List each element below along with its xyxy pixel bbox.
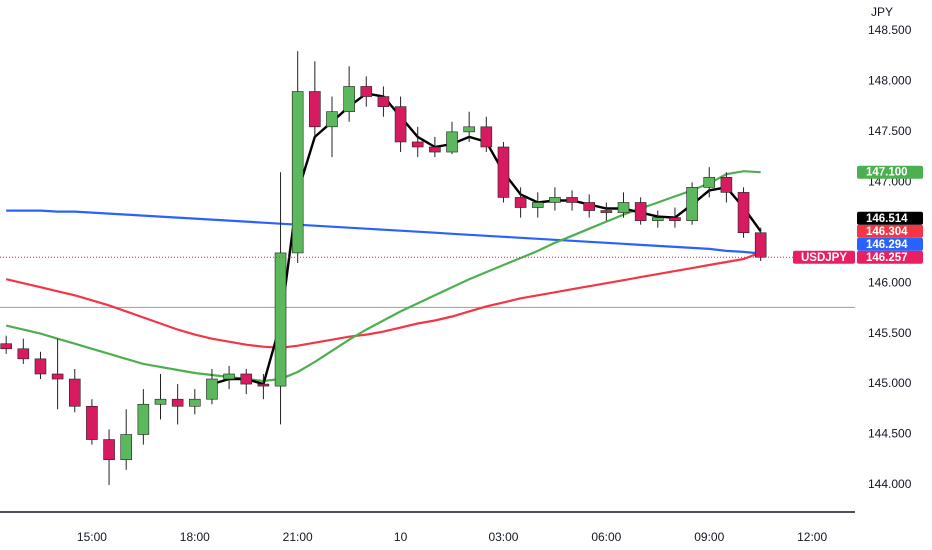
candle-body: [343, 86, 355, 112]
candle-body: [686, 187, 698, 221]
unit-label: JPY: [871, 5, 893, 19]
candle-body: [223, 373, 235, 380]
candle-body: [120, 434, 132, 461]
candle-body: [257, 383, 270, 387]
x-tick-label: 10: [394, 530, 408, 544]
y-tick-label: 147.500: [868, 124, 912, 138]
symbol-label: USDJPY: [801, 252, 847, 264]
y-tick-label: 144.000: [868, 477, 912, 491]
candle-body: [171, 398, 184, 407]
x-tick-label: 15:00: [77, 530, 107, 544]
x-tick-label: 12:00: [797, 530, 827, 544]
candle-body: [754, 232, 767, 258]
candle-body: [531, 202, 544, 208]
candle-body: [566, 197, 578, 203]
moving-average-line: [6, 209, 761, 255]
candle-body: [411, 141, 424, 148]
price-tag-label: 146.304: [866, 226, 908, 238]
price-tag: [857, 211, 923, 225]
candle-body: [600, 210, 613, 213]
candle-body: [240, 373, 253, 385]
candle-body: [0, 343, 12, 350]
candle-body: [274, 252, 287, 387]
candle-body: [703, 176, 716, 188]
y-tick-label: 146.000: [868, 275, 912, 289]
candle-body: [429, 146, 441, 153]
moving-average-line: [5, 251, 762, 349]
candle-body: [480, 126, 493, 148]
candle-body: [326, 111, 338, 128]
x-tick-label: 06:00: [591, 530, 621, 544]
candle-body: [669, 217, 681, 221]
x-tick-label: 21:00: [283, 530, 313, 544]
price-tag: [857, 224, 923, 238]
y-tick-label: 148.500: [868, 23, 912, 37]
candle-body: [497, 146, 510, 198]
candle-body: [68, 378, 81, 407]
candle-body: [291, 91, 304, 254]
candle-body: [617, 202, 630, 213]
price-tag-label: 146.514: [866, 213, 908, 225]
candle-body: [463, 126, 475, 133]
candle-body: [103, 439, 115, 461]
price-tag: [857, 237, 923, 251]
y-tick-label: 148.000: [868, 74, 912, 88]
price-tag: [857, 250, 923, 264]
y-tick-label: 145.500: [868, 326, 912, 340]
candle-body: [206, 378, 218, 400]
price-tag-label: 147.100: [866, 167, 908, 179]
candle-body: [86, 405, 98, 440]
candle-body: [17, 348, 30, 360]
candle-body: [737, 192, 750, 234]
price-tag: [857, 165, 923, 179]
candle-body: [652, 217, 664, 221]
candle-body: [394, 106, 407, 143]
candle-body: [309, 91, 321, 128]
candle-body: [360, 86, 373, 97]
candle-body: [720, 176, 733, 193]
candle-body: [189, 398, 201, 407]
y-tick-label: 144.500: [868, 427, 912, 441]
candle-body: [514, 197, 527, 208]
candle-body: [154, 398, 167, 405]
candle-body: [137, 403, 150, 435]
candle-body: [549, 197, 561, 203]
x-tick-label: 18:00: [180, 530, 210, 544]
price-tag-label: 146.257: [866, 252, 908, 264]
candle-body: [446, 131, 458, 153]
candle-body: [634, 202, 647, 221]
price-tag-label: 146.294: [866, 239, 908, 251]
candle-body: [583, 202, 595, 211]
x-tick-label: 09:00: [694, 530, 724, 544]
x-tick-label: 03:00: [488, 530, 518, 544]
candle-body: [377, 96, 390, 107]
symbol-tag: [793, 250, 855, 264]
candle-body: [51, 373, 64, 380]
candle-body: [34, 358, 47, 375]
y-tick-label: 145.000: [868, 376, 912, 390]
